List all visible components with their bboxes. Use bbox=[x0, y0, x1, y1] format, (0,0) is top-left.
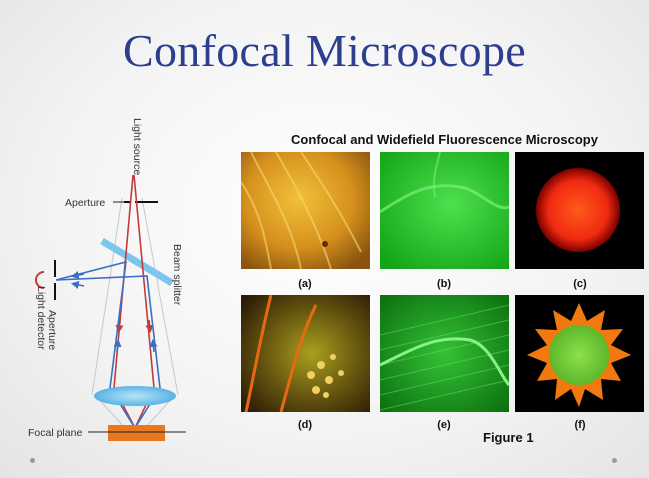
focal-plane-label: Focal plane bbox=[28, 427, 82, 439]
light-detector-icon bbox=[35, 271, 45, 289]
light-detector-label: Light detector bbox=[35, 286, 47, 350]
panel-a-label: (a) bbox=[298, 278, 312, 290]
panel-f-label: (f) bbox=[574, 419, 586, 431]
panel-d-label: (d) bbox=[297, 419, 313, 431]
figure-title: Confocal and Widefield Fluorescence Micr… bbox=[291, 132, 598, 147]
confocal-schematic: Light source Aperture Beam splitter Aper… bbox=[28, 118, 186, 441]
panel-b-label: (b) bbox=[436, 278, 452, 290]
footer-dot-right bbox=[612, 458, 617, 463]
panel-a bbox=[241, 152, 370, 269]
figure-caption: Figure 1 bbox=[483, 430, 534, 445]
footer-dot-left bbox=[30, 458, 35, 463]
panel-b bbox=[380, 152, 509, 269]
aperture-detector-label: Aperture bbox=[46, 310, 58, 350]
panel-c bbox=[515, 152, 644, 269]
panel-e-label: (e) bbox=[437, 419, 451, 431]
guide-lines bbox=[91, 197, 179, 429]
light-source-label: Light source bbox=[131, 118, 143, 175]
panel-c-label: (c) bbox=[573, 278, 587, 290]
slide-title: Confocal Microscope bbox=[123, 25, 526, 76]
panel-d bbox=[241, 295, 370, 412]
panel-e bbox=[380, 295, 509, 412]
beam-splitter bbox=[100, 237, 174, 287]
objective-lens bbox=[94, 386, 176, 406]
emission-rays bbox=[55, 260, 161, 429]
specimen bbox=[108, 425, 165, 441]
beam-splitter-label: Beam splitter bbox=[171, 244, 183, 306]
panel-f bbox=[515, 295, 644, 412]
aperture-top-label: Aperture bbox=[65, 197, 105, 209]
